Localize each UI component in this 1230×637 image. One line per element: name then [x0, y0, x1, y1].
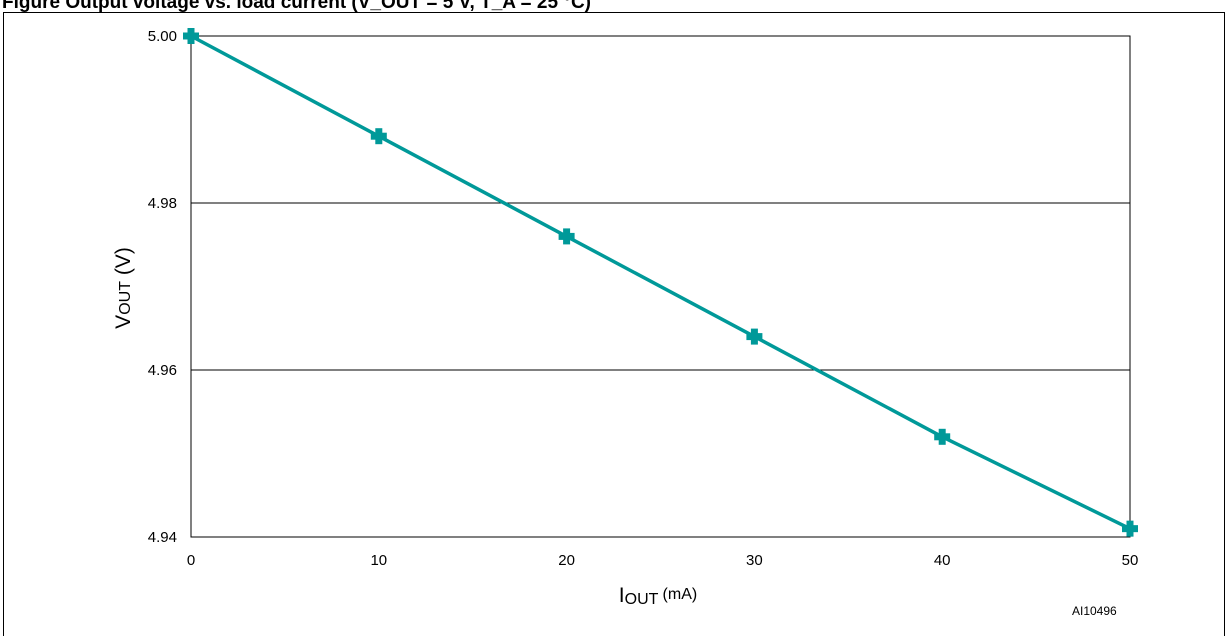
y-axis-title-sub: OUT — [117, 281, 134, 315]
plot-area — [190, 35, 1131, 538]
x-tick-label: 30 — [746, 552, 763, 569]
series-layer — [183, 28, 1138, 537]
y-axis-title: VOUT (V) — [112, 247, 135, 329]
y-tick-labels: 4.94 4.96 4.98 5.00 — [148, 28, 177, 546]
figure-frame — [3, 12, 1225, 636]
figure-title: Figure Output voltage vs. load current (… — [2, 0, 591, 13]
x-tick-label: 20 — [558, 552, 575, 569]
x-axis-title-sub: OUT — [625, 591, 659, 608]
y-tick-label: 4.96 — [148, 362, 177, 379]
y-axis-title-main: V — [112, 315, 135, 329]
x-axis-title: IOUT (mA) — [619, 584, 697, 608]
data-point-marker — [183, 28, 199, 44]
data-point-marker — [1122, 520, 1138, 537]
x-tick-label: 0 — [187, 552, 195, 569]
data-point-marker — [558, 228, 575, 245]
x-tick-labels: 0 10 20 30 40 50 — [187, 552, 1139, 569]
y-tick-label: 4.94 — [148, 529, 177, 546]
x-tick-label: 10 — [370, 552, 387, 569]
y-tick-label: 4.98 — [148, 195, 177, 212]
x-tick-label: 50 — [1122, 552, 1139, 569]
data-point-marker — [370, 128, 387, 145]
figure-id: AI10496 — [1072, 604, 1117, 618]
y-tick-label: 5.00 — [148, 28, 177, 45]
series-line — [190, 34, 1131, 531]
y-axis-title-unit: (V) — [112, 247, 135, 281]
data-point-marker — [934, 428, 951, 445]
grid-layer — [191, 202, 1130, 371]
x-axis-title-main: I — [619, 584, 625, 607]
x-tick-label: 40 — [934, 552, 951, 569]
figure-title-strip: Figure Output voltage vs. load current (… — [0, 0, 1230, 14]
data-point-marker — [746, 328, 763, 345]
x-axis-title-unit: (mA) — [658, 586, 697, 603]
